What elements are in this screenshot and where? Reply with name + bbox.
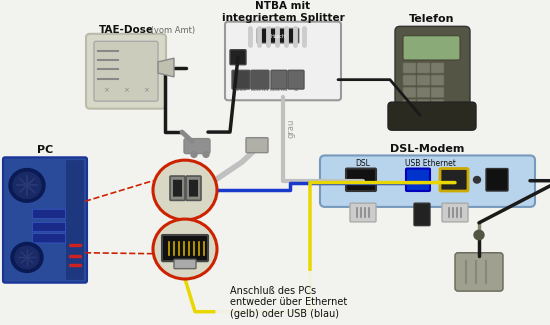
FancyBboxPatch shape (230, 50, 246, 65)
Circle shape (153, 219, 217, 279)
Circle shape (13, 172, 41, 199)
FancyBboxPatch shape (232, 70, 250, 89)
FancyBboxPatch shape (271, 70, 287, 89)
Text: ISDN-TE2: ISDN-TE2 (270, 88, 288, 92)
Text: ISDN-TE1: ISDN-TE1 (251, 88, 270, 92)
FancyBboxPatch shape (388, 102, 476, 130)
Text: grau: grau (287, 119, 296, 138)
FancyBboxPatch shape (186, 176, 201, 201)
FancyBboxPatch shape (486, 169, 508, 191)
Circle shape (11, 242, 43, 272)
FancyBboxPatch shape (32, 234, 65, 243)
Circle shape (153, 160, 217, 220)
FancyBboxPatch shape (225, 22, 341, 100)
FancyBboxPatch shape (174, 259, 196, 269)
Circle shape (474, 230, 484, 240)
FancyBboxPatch shape (184, 138, 210, 154)
FancyBboxPatch shape (417, 75, 430, 85)
FancyBboxPatch shape (455, 253, 503, 291)
Text: NTBA mit
integriertem Splitter: NTBA mit integriertem Splitter (222, 1, 344, 23)
FancyBboxPatch shape (32, 209, 65, 219)
Text: (vom Amt): (vom Amt) (148, 26, 195, 35)
FancyBboxPatch shape (431, 75, 444, 85)
FancyBboxPatch shape (346, 169, 376, 191)
FancyBboxPatch shape (403, 36, 460, 60)
Text: ×: × (143, 87, 149, 93)
FancyBboxPatch shape (403, 75, 416, 85)
FancyBboxPatch shape (170, 176, 185, 201)
FancyBboxPatch shape (257, 28, 299, 43)
FancyBboxPatch shape (414, 203, 430, 226)
FancyBboxPatch shape (431, 87, 444, 98)
FancyBboxPatch shape (251, 70, 269, 89)
Text: Strom: Strom (235, 88, 248, 92)
FancyBboxPatch shape (417, 99, 430, 110)
FancyBboxPatch shape (403, 99, 416, 110)
Text: Anschluß des PCs
entweder über Ethernet
(gelb) oder USB (blau): Anschluß des PCs entweder über Ethernet … (230, 285, 347, 319)
FancyBboxPatch shape (431, 63, 444, 73)
FancyBboxPatch shape (403, 87, 416, 98)
Circle shape (474, 176, 481, 183)
Polygon shape (158, 58, 174, 77)
FancyBboxPatch shape (32, 222, 65, 232)
FancyBboxPatch shape (288, 70, 304, 89)
FancyBboxPatch shape (431, 99, 444, 110)
Text: DSL: DSL (355, 159, 371, 168)
Text: S0: S0 (293, 88, 299, 92)
FancyBboxPatch shape (66, 160, 84, 280)
Text: TAE-Dose: TAE-Dose (98, 25, 153, 35)
FancyBboxPatch shape (406, 169, 430, 191)
FancyBboxPatch shape (94, 41, 158, 101)
FancyBboxPatch shape (173, 180, 182, 197)
Text: USB Ethernet: USB Ethernet (405, 159, 455, 168)
Text: ×: × (103, 87, 109, 93)
FancyBboxPatch shape (162, 235, 208, 261)
FancyBboxPatch shape (3, 157, 87, 283)
Circle shape (191, 152, 197, 157)
Text: PC: PC (37, 146, 53, 155)
FancyBboxPatch shape (403, 63, 416, 73)
FancyBboxPatch shape (350, 203, 376, 222)
FancyBboxPatch shape (189, 180, 198, 197)
FancyBboxPatch shape (395, 26, 470, 120)
FancyBboxPatch shape (86, 34, 166, 109)
Text: Telefon: Telefon (409, 15, 455, 24)
FancyBboxPatch shape (417, 87, 430, 98)
FancyBboxPatch shape (440, 169, 468, 191)
FancyBboxPatch shape (320, 155, 535, 207)
FancyBboxPatch shape (246, 138, 268, 153)
Text: Hasch: Hasch (271, 34, 285, 39)
Circle shape (203, 152, 209, 157)
Text: ×: × (123, 87, 129, 93)
FancyBboxPatch shape (442, 203, 468, 222)
FancyBboxPatch shape (417, 63, 430, 73)
Circle shape (15, 246, 39, 269)
Circle shape (9, 169, 45, 202)
Text: DSL-Modem: DSL-Modem (390, 144, 464, 154)
